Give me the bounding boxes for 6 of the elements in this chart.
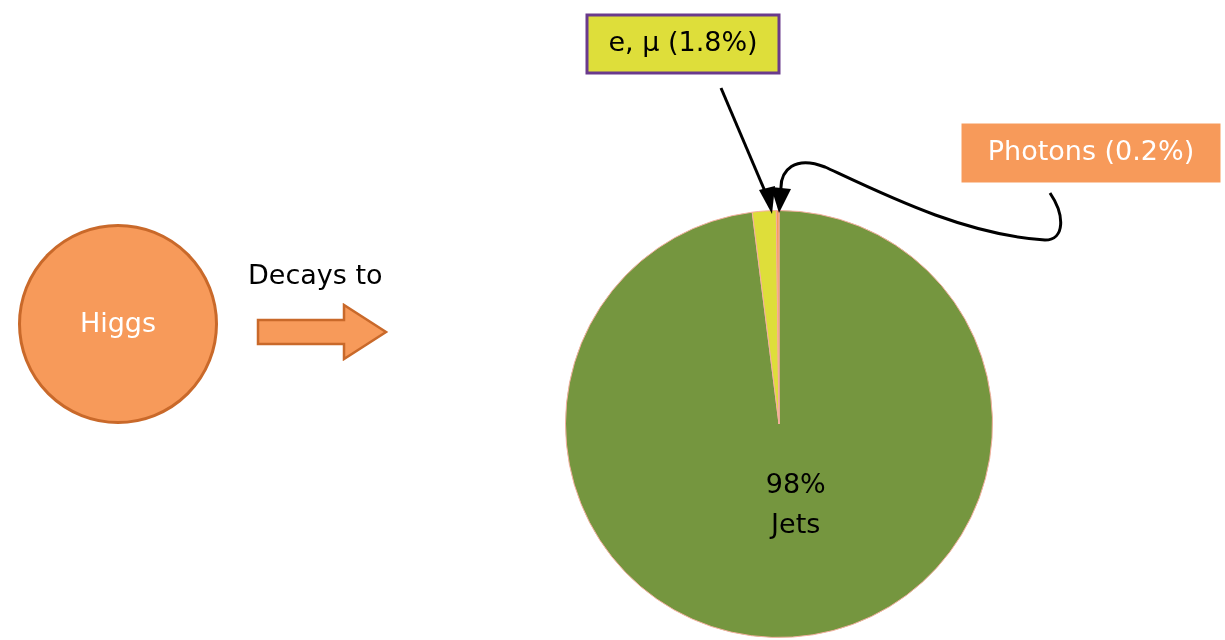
data-label: 98% <box>765 467 826 499</box>
text: Decays to <box>248 259 383 290</box>
text: Higgs <box>78 307 158 338</box>
slice-label: Jets <box>769 507 821 539</box>
slice-label: e, μ (1.8%) <box>608 26 758 58</box>
slice-label: Photons (0.2%) <box>987 135 1195 167</box>
